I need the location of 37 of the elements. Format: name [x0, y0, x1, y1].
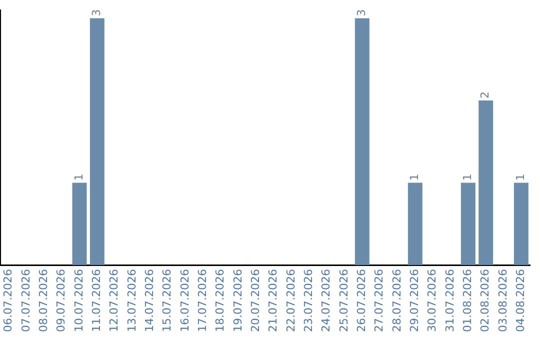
x-tick-label: 21.07.2026 [266, 269, 280, 332]
x-tick-label: 29.07.2026 [408, 269, 422, 332]
x-tick-label: 04.08.2026 [514, 269, 528, 332]
x-tick-label: 22.07.2026 [284, 269, 298, 332]
x-tick-label: 28.07.2026 [390, 269, 404, 332]
data-label: 1 [408, 174, 422, 181]
data-label: 1 [514, 174, 528, 181]
x-tick-label: 07.07.2026 [19, 269, 32, 332]
x-tick-label: 24.07.2026 [320, 269, 333, 332]
x-tick-label: 11.07.2026 [90, 269, 104, 332]
x-tick-label: 23.07.2026 [302, 269, 316, 332]
x-tick-label: 27.07.2026 [372, 269, 386, 332]
x-tick-label: 06.07.2026 [2, 269, 15, 332]
x-tick-label: 26.07.2026 [355, 269, 368, 332]
x-tick-label: 17.07.2026 [196, 269, 210, 332]
x-tick-label: 25.07.2026 [337, 269, 350, 332]
x-tick-label: 30.07.2026 [426, 269, 439, 332]
x-tick-label: 08.07.2026 [37, 269, 50, 332]
x-tick-label: 14.07.2026 [143, 269, 156, 332]
x-tick-label: 09.07.2026 [54, 269, 68, 332]
x-tick-label: 03.08.2026 [496, 269, 510, 332]
data-label: 3 [355, 9, 368, 16]
x-tick-label: 12.07.2026 [108, 269, 121, 332]
x-tick-label: 31.07.2026 [443, 269, 456, 332]
data-label: 1 [461, 174, 474, 181]
x-tick-label: 15.07.2026 [160, 269, 174, 332]
x-tick-label: 10.07.2026 [72, 269, 86, 332]
x-tick-label: 19.07.2026 [231, 269, 244, 332]
data-label: 3 [90, 9, 104, 16]
data-label: 1 [72, 174, 86, 181]
x-tick-label: 13.07.2026 [125, 269, 138, 332]
x-tick-label: 16.07.2026 [178, 269, 192, 332]
x-tick-label: 02.08.2026 [478, 269, 492, 332]
x-tick-label: 20.07.2026 [249, 269, 262, 332]
x-tick-label: 01.08.2026 [461, 269, 474, 332]
data-label: 2 [478, 91, 492, 98]
x-tick-label: 18.07.2026 [214, 269, 227, 332]
